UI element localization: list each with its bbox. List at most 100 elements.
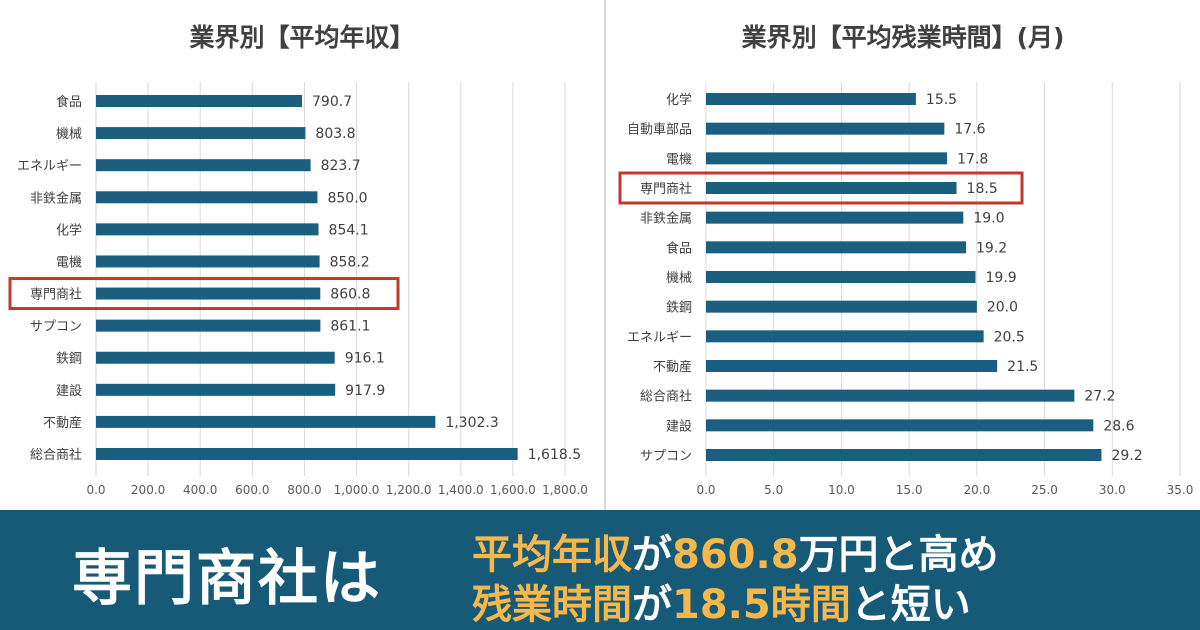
bar bbox=[706, 330, 984, 343]
category-label: 総合商社 bbox=[30, 447, 82, 463]
value-label: 27.2 bbox=[1084, 389, 1115, 405]
summary-banner: 専門商社は 平均年収が860.8万円と高め 残業時間が18.5時間と短い bbox=[0, 510, 1200, 630]
banner-overtime-unit: 時間 bbox=[770, 582, 851, 628]
value-label: 850.0 bbox=[327, 190, 367, 206]
bar bbox=[706, 152, 948, 165]
value-label: 17.8 bbox=[957, 151, 988, 167]
category-label: 不動産 bbox=[43, 415, 82, 431]
panel-divider bbox=[604, 0, 606, 510]
value-label: 861.1 bbox=[330, 319, 370, 335]
banner-particle: が bbox=[632, 532, 672, 578]
category-label: 機械 bbox=[666, 271, 692, 286]
bar bbox=[96, 191, 318, 204]
category-label: 鉄鋼 bbox=[56, 352, 82, 367]
category-label: 不動産 bbox=[653, 359, 692, 375]
bar bbox=[96, 415, 436, 428]
value-label: 18.5 bbox=[967, 181, 998, 197]
x-tick-label: 5.0 bbox=[764, 483, 783, 497]
banner-salary-term: 平均年収 bbox=[472, 532, 632, 578]
value-label: 17.6 bbox=[954, 122, 985, 138]
bar bbox=[706, 93, 916, 105]
category-label: 建設 bbox=[666, 418, 692, 434]
category-label: 機械 bbox=[56, 127, 82, 142]
x-tick-label: 800.0 bbox=[287, 483, 321, 497]
bar bbox=[96, 448, 518, 460]
category-label: 総合商社 bbox=[640, 389, 692, 405]
category-label: 非鉄金属 bbox=[640, 211, 692, 227]
banner-line-salary: 平均年収が860.8万円と高め bbox=[472, 522, 999, 580]
category-label: 専門商社 bbox=[30, 287, 82, 303]
bar bbox=[706, 182, 957, 194]
x-tick-label: 35.0 bbox=[1167, 483, 1194, 497]
bar bbox=[706, 449, 1102, 461]
value-label: 1,302.3 bbox=[445, 415, 498, 431]
bar bbox=[96, 383, 336, 396]
highlight-box bbox=[618, 171, 1024, 205]
value-label: 20.0 bbox=[987, 300, 1018, 316]
x-tick-label: 25.0 bbox=[1031, 483, 1058, 497]
category-label: サプコン bbox=[30, 320, 82, 335]
x-tick-label: 1,200.0 bbox=[386, 483, 432, 497]
x-tick-label: 0.0 bbox=[696, 483, 715, 497]
value-label: 1,618.5 bbox=[528, 447, 581, 463]
category-label: エネルギー bbox=[627, 330, 692, 345]
x-tick-label: 1,800.0 bbox=[542, 483, 588, 497]
overtime-chart-panel: 業界別【平均残業時間】(月) 0.0 5.0 10.0 15.0 20.0 25.0 30.… bbox=[606, 0, 1200, 510]
category-label: 電機 bbox=[666, 152, 692, 167]
x-tick-label: 0.0 bbox=[86, 483, 105, 497]
banner-line-overtime: 残業時間が18.5時間と短い bbox=[472, 572, 971, 630]
category-label: 食品 bbox=[666, 240, 692, 256]
value-label: 19.0 bbox=[973, 211, 1004, 227]
bar bbox=[96, 127, 306, 140]
category-label: サプコン bbox=[640, 449, 692, 464]
value-label: 29.2 bbox=[1111, 448, 1142, 464]
banner-particle: が bbox=[632, 582, 672, 628]
banner-headline: 専門商社は bbox=[72, 544, 382, 614]
category-label: 食品 bbox=[56, 94, 82, 110]
x-tick-label: 15.0 bbox=[896, 483, 923, 497]
highlight-box bbox=[8, 277, 400, 311]
value-label: 19.9 bbox=[986, 270, 1017, 286]
bar bbox=[96, 223, 319, 236]
x-tick-label: 30.0 bbox=[1099, 483, 1126, 497]
category-label: 自動車部品 bbox=[627, 123, 692, 138]
value-label: 19.2 bbox=[976, 240, 1007, 256]
category-label: 化学 bbox=[56, 222, 82, 238]
x-tick-label: 1,600.0 bbox=[490, 483, 536, 497]
banner-salary-tail: 万円と高め bbox=[798, 532, 999, 578]
bar bbox=[96, 95, 303, 107]
salary-chart-panel: 業界別【平均年収】 0.0 200.0 400.0 600.0 800.0 1,000.0… bbox=[0, 0, 604, 510]
banner-salary-value: 860.8 bbox=[672, 532, 799, 578]
bar bbox=[706, 300, 977, 313]
bar bbox=[96, 159, 311, 172]
x-tick-label: 400.0 bbox=[183, 483, 217, 497]
bar bbox=[706, 419, 1094, 432]
category-label: 非鉄金属 bbox=[30, 190, 82, 206]
category-label: エネルギー bbox=[17, 159, 82, 174]
bar bbox=[96, 351, 335, 364]
bar bbox=[706, 389, 1075, 402]
value-label: 858.2 bbox=[330, 254, 370, 270]
value-label: 823.7 bbox=[321, 158, 361, 174]
category-label: 建設 bbox=[56, 383, 82, 399]
x-tick-label: 20.0 bbox=[963, 483, 990, 497]
category-label: 鉄鋼 bbox=[666, 301, 692, 316]
category-label: 専門商社 bbox=[640, 181, 692, 197]
overtime-chart: 0.0 5.0 10.0 15.0 20.0 25.0 30.0 35.0 化学 15.5 自動車部… bbox=[618, 82, 1194, 497]
x-tick-label: 200.0 bbox=[131, 483, 165, 497]
salary-chart: 0.0 200.0 400.0 600.0 800.0 1,000.0 1,200.0 1,4… bbox=[8, 82, 588, 497]
bar bbox=[96, 319, 321, 332]
bar bbox=[706, 122, 945, 135]
value-label: 20.5 bbox=[994, 329, 1025, 345]
bar bbox=[706, 241, 967, 254]
overtime-chart-title: 業界別【平均残業時間】(月) bbox=[741, 23, 1065, 52]
value-label: 803.8 bbox=[315, 126, 355, 142]
x-tick-label: 1,000.0 bbox=[334, 483, 380, 497]
value-label: 28.6 bbox=[1103, 418, 1134, 434]
value-label: 916.1 bbox=[345, 351, 385, 367]
value-label: 917.9 bbox=[345, 383, 385, 399]
value-label: 860.8 bbox=[330, 287, 370, 303]
bar bbox=[706, 360, 998, 372]
x-tick-label: 1,400.0 bbox=[438, 483, 484, 497]
value-label: 21.5 bbox=[1007, 359, 1038, 375]
